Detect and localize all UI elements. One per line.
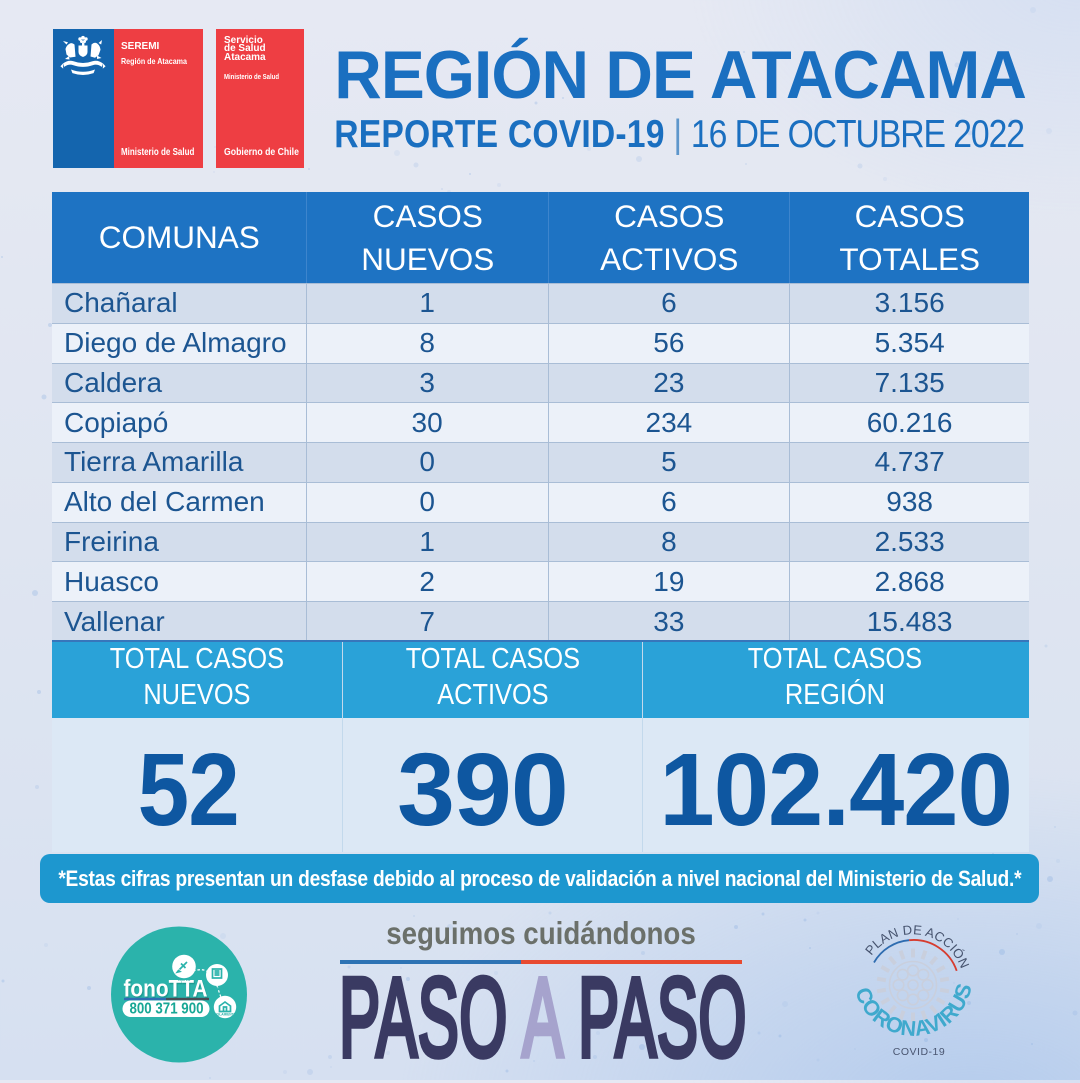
svg-text:COVID-19: COVID-19 (893, 1046, 945, 1058)
svg-text:PLAN DE ACCIÓN: PLAN DE ACCIÓN (862, 922, 972, 970)
svg-text:AISLAMIENTO: AISLAMIENTO (214, 1013, 236, 1017)
svg-text:TRAZABILIDAD: TRAZABILIDAD (205, 987, 229, 991)
svg-text:TESTEO: TESTEO (178, 978, 191, 982)
svg-text:800 371 900: 800 371 900 (130, 1001, 204, 1018)
